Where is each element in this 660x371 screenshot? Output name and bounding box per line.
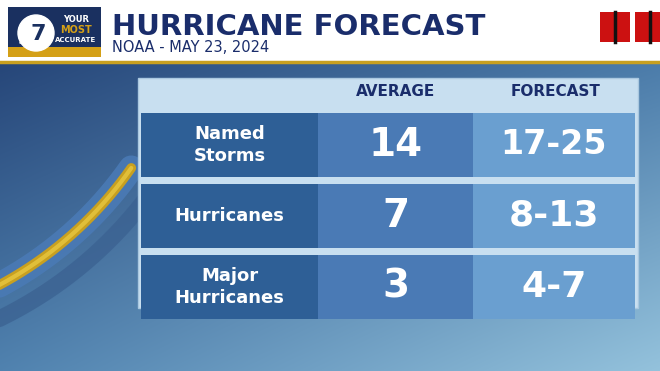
Text: NOAA - MAY 23, 2024: NOAA - MAY 23, 2024 — [112, 39, 269, 55]
Text: 4-7: 4-7 — [521, 270, 587, 304]
FancyBboxPatch shape — [473, 255, 635, 319]
FancyBboxPatch shape — [473, 184, 635, 248]
FancyBboxPatch shape — [8, 7, 101, 57]
Text: Major
Hurricanes: Major Hurricanes — [174, 267, 284, 307]
Circle shape — [18, 15, 54, 51]
FancyBboxPatch shape — [318, 113, 473, 177]
Text: 14: 14 — [368, 126, 422, 164]
FancyBboxPatch shape — [0, 0, 660, 62]
Text: 7: 7 — [30, 24, 46, 44]
FancyBboxPatch shape — [473, 113, 635, 177]
FancyBboxPatch shape — [141, 113, 318, 177]
Text: Hurricanes: Hurricanes — [174, 207, 284, 225]
Text: MOST: MOST — [60, 25, 92, 35]
FancyBboxPatch shape — [635, 12, 660, 42]
FancyBboxPatch shape — [141, 255, 318, 319]
FancyBboxPatch shape — [141, 184, 318, 248]
Text: ACCURATE: ACCURATE — [55, 37, 96, 43]
Text: 3: 3 — [382, 268, 409, 306]
Text: 17-25: 17-25 — [501, 128, 607, 161]
Text: AVERAGE: AVERAGE — [356, 85, 435, 99]
Text: 8-13: 8-13 — [509, 199, 599, 233]
Text: YOUR: YOUR — [63, 16, 89, 24]
Text: Named
Storms: Named Storms — [193, 125, 265, 165]
FancyBboxPatch shape — [318, 184, 473, 248]
Text: abc: abc — [19, 36, 33, 46]
Text: HURRICANE FORECAST: HURRICANE FORECAST — [112, 13, 485, 41]
FancyBboxPatch shape — [8, 47, 101, 57]
FancyBboxPatch shape — [600, 12, 630, 42]
Text: 7: 7 — [382, 197, 409, 235]
FancyBboxPatch shape — [138, 78, 638, 308]
Text: FORECAST: FORECAST — [511, 85, 601, 99]
FancyBboxPatch shape — [318, 255, 473, 319]
